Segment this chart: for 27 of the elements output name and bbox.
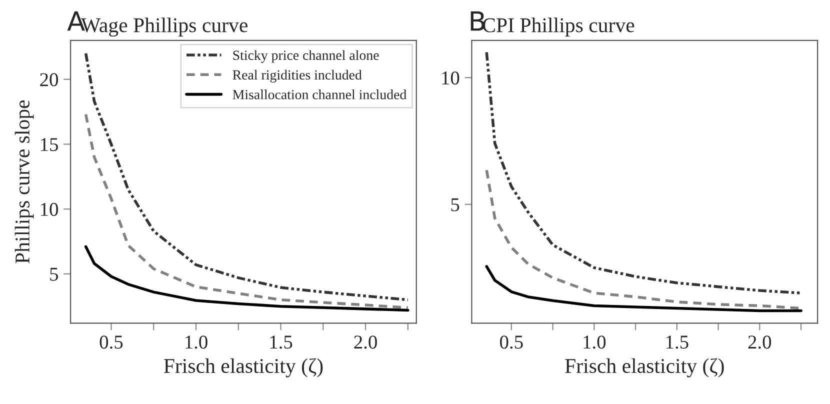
chart-title: CPI Phillips curve xyxy=(482,18,634,37)
line-series xyxy=(84,245,410,312)
x-tick-label: 0.5 xyxy=(100,336,123,349)
x-tick-label: 1.0 xyxy=(186,336,208,349)
line-series xyxy=(84,52,410,302)
legend-label: Real rigidities included xyxy=(232,70,362,83)
line-series xyxy=(84,112,410,310)
y-tick-label: 5 xyxy=(50,268,58,281)
y-tick-label: 10 xyxy=(41,202,58,216)
y-tick-label: 10 xyxy=(442,71,460,85)
x-axis-title: Frisch elasticity (ζ) xyxy=(565,358,724,378)
legend-label: Sticky price channel alone xyxy=(233,50,379,63)
x-tick-label: 2.0 xyxy=(748,336,772,349)
line-series xyxy=(485,265,802,312)
x-tick-label: 1.5 xyxy=(666,336,688,349)
text: B xyxy=(470,11,484,31)
y-tick-label: 5 xyxy=(451,198,460,212)
y-tick-label: 15 xyxy=(41,138,58,152)
x-tick-label: 1.5 xyxy=(270,336,292,349)
y-axis-title: Phillips curve slope xyxy=(14,100,34,264)
line-series xyxy=(485,50,802,294)
x-axis-title: Frisch elasticity (ζ) xyxy=(164,358,323,378)
y-tick-label: 20 xyxy=(40,73,58,86)
x-tick-label: 1.0 xyxy=(584,336,606,349)
x-tick-label: 2.0 xyxy=(354,336,377,349)
legend-label: Misallocation channel included xyxy=(232,90,406,100)
x-tick-label: 0.5 xyxy=(500,336,523,349)
